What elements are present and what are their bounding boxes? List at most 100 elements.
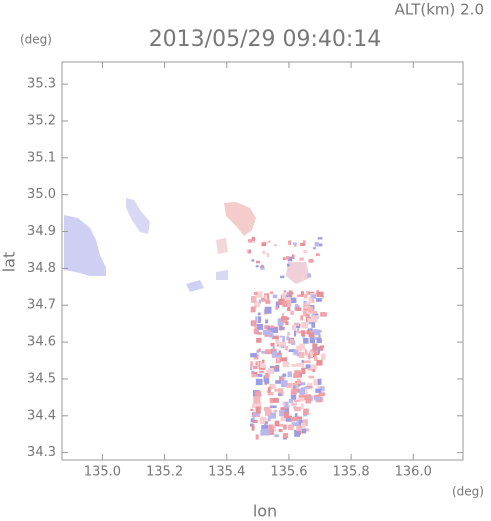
echo-speckle (280, 415, 287, 422)
echo-speckle (250, 306, 256, 313)
y-tick-label: 35.3 (27, 77, 56, 92)
y-tick-label: 35.1 (27, 150, 56, 165)
echo-speckle (295, 307, 302, 312)
echo-speckle (265, 299, 271, 304)
echo-speckle (310, 364, 318, 370)
echo-speckle (255, 406, 261, 414)
echo-speckle (272, 294, 278, 299)
echo-speckle (298, 351, 305, 358)
echo-speckle (270, 412, 277, 419)
echo-speckle (254, 356, 258, 359)
echo-speckle (293, 350, 299, 355)
echo-speckle (316, 298, 322, 302)
echo-speckle (293, 399, 301, 403)
echo-speckle (304, 394, 312, 400)
echo-speckle (308, 353, 311, 360)
echo-speckle (282, 424, 287, 430)
echo-speckle (301, 403, 304, 409)
echo-speckle (255, 265, 259, 268)
echo-speckle (279, 341, 287, 348)
echo-speckle (255, 316, 258, 324)
echo-blob (216, 238, 228, 254)
echo-speckle (294, 322, 300, 326)
echo-speckle (285, 296, 291, 302)
echo-speckle (250, 418, 254, 423)
echo-speckle (261, 242, 267, 247)
echo-speckle (308, 297, 312, 304)
echo-speckle (302, 309, 308, 317)
echo-speckle (268, 414, 271, 421)
echo-speckle (293, 385, 296, 389)
echo-speckle (320, 386, 325, 391)
echo-speckle (258, 299, 262, 304)
echo-speckle (303, 240, 306, 244)
echo-speckle (303, 408, 309, 415)
echo-speckle (299, 388, 305, 395)
echo-speckle (280, 326, 285, 330)
echo-speckle (296, 378, 301, 385)
echo-speckle (260, 264, 264, 268)
echo-blob (224, 202, 256, 236)
echo-speckle (258, 360, 261, 368)
y-tick-label: 35.2 (27, 113, 56, 128)
echo-speckle (295, 416, 303, 420)
echo-speckle (264, 306, 272, 314)
echo-speckle (282, 335, 285, 342)
echo-speckle (314, 329, 321, 336)
echo-blob (216, 270, 228, 280)
y-tick-label: 34.8 (27, 261, 56, 276)
echo-speckle (256, 337, 262, 343)
y-tick-label: 34.3 (27, 445, 56, 460)
echo-speckle (317, 348, 320, 355)
echo-speckle (282, 257, 286, 261)
echo-speckle (316, 359, 323, 366)
echo-speckle (266, 252, 270, 258)
echo-speckle (261, 297, 266, 302)
echo-speckle (304, 293, 308, 299)
echo-speckle (282, 373, 287, 377)
echo-speckle (299, 419, 303, 426)
echo-speckle (296, 330, 304, 334)
echo-speckle (286, 382, 293, 388)
echo-speckle (294, 244, 297, 247)
echo-speckle (318, 392, 326, 396)
echo-speckle (281, 375, 284, 380)
echo-speckle (298, 372, 303, 378)
echo-speckle (303, 249, 308, 254)
echo-speckle (250, 361, 254, 367)
echo-speckle (269, 331, 274, 338)
echo-speckle (281, 319, 288, 322)
echo-speckle (309, 351, 313, 357)
echo-speckle (253, 401, 257, 406)
echo-speckle (308, 375, 315, 379)
echo-speckle (251, 236, 255, 241)
echo-speckle (248, 249, 251, 254)
echo-speckle (304, 305, 311, 309)
echo-speckle (299, 343, 305, 350)
echo-speckle (259, 370, 265, 373)
echo-speckle (257, 312, 261, 316)
echo-speckle (296, 425, 303, 432)
echo-speckle (272, 366, 278, 369)
echo-speckle (253, 292, 258, 295)
echo-speckle (307, 306, 314, 313)
echo-speckle (280, 391, 284, 396)
echo-speckle (294, 399, 298, 406)
echo-speckle (254, 325, 258, 330)
echo-speckle (301, 330, 305, 337)
echo-speckle (308, 332, 315, 337)
echo-speckle (290, 416, 298, 422)
echo-speckle (269, 397, 274, 404)
echo-speckle (261, 364, 267, 368)
echo-speckle (262, 250, 266, 255)
echo-speckle (257, 316, 262, 323)
echo-speckle (271, 335, 279, 340)
echo-speckle (262, 428, 269, 436)
echo-speckle (294, 429, 301, 437)
echo-speckle (296, 328, 300, 331)
y-tick-label: 34.6 (27, 335, 56, 350)
echo-speckle (306, 330, 311, 335)
echo-speckle (288, 424, 294, 431)
echo-speckle (282, 300, 288, 308)
echo-speckle (289, 339, 294, 343)
